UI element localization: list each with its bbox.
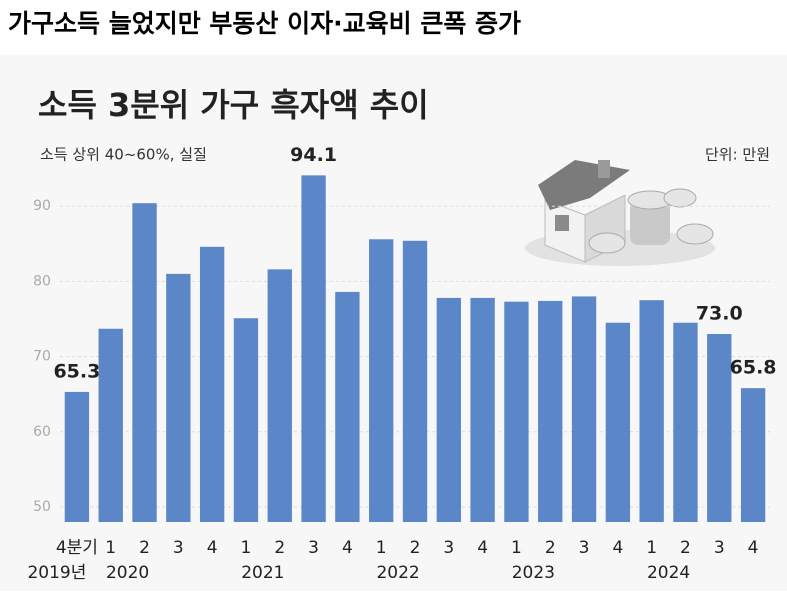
year-label: 2023 xyxy=(512,563,555,583)
x-tick-label: 2 xyxy=(545,538,556,558)
bar xyxy=(740,388,766,522)
bar xyxy=(132,203,157,522)
bar xyxy=(199,246,225,523)
x-tick-label: 2 xyxy=(680,538,691,558)
x-tick-label: 1 xyxy=(511,538,522,558)
value-label: 65.3 xyxy=(53,360,100,382)
x-tick-label: 3 xyxy=(579,538,590,558)
x-tick-label: 3 xyxy=(173,538,184,558)
x-tick-label: 3 xyxy=(714,538,725,558)
bar xyxy=(538,300,563,522)
value-label: 94.1 xyxy=(290,144,337,166)
bar xyxy=(571,296,597,522)
house-illustration xyxy=(525,160,715,266)
year-label: 2019년 xyxy=(27,563,86,583)
bar xyxy=(504,301,529,522)
x-tick-label: 3 xyxy=(443,538,454,558)
x-tick-label: 3 xyxy=(308,538,319,558)
year-label: 2024 xyxy=(647,563,690,583)
x-tick-label: 4분기 xyxy=(56,538,98,558)
subtitle: 소득 상위 40~60%, 실질 xyxy=(40,146,207,164)
year-label: 2020 xyxy=(106,563,149,583)
x-tick-label: 2 xyxy=(274,538,285,558)
bar xyxy=(673,322,698,522)
x-tick-label: 1 xyxy=(376,538,387,558)
year-label: 2021 xyxy=(241,563,284,583)
year-label: 2022 xyxy=(376,563,419,583)
x-tick-label: 1 xyxy=(646,538,657,558)
x-tick-label: 2 xyxy=(139,538,150,558)
unit: 단위: 만원 xyxy=(705,146,770,164)
bar xyxy=(335,291,360,522)
bar xyxy=(64,391,90,522)
x-tick-label: 4 xyxy=(612,538,623,558)
y-tick-label: 90 xyxy=(33,198,51,214)
value-label: 65.8 xyxy=(730,357,777,379)
x-tick-label: 4 xyxy=(748,538,759,558)
bar xyxy=(166,273,191,522)
x-tick-label: 4 xyxy=(207,538,218,558)
x-tick-label: 2 xyxy=(410,538,421,558)
y-tick-label: 60 xyxy=(33,424,51,440)
bar xyxy=(639,300,664,522)
x-tick-label: 4 xyxy=(477,538,488,558)
bar xyxy=(98,328,123,522)
bar xyxy=(369,239,394,522)
x-tick-label: 1 xyxy=(241,538,252,558)
bar xyxy=(436,297,461,522)
value-label: 73.0 xyxy=(696,303,743,325)
x-tick-label: 1 xyxy=(105,538,116,558)
bar xyxy=(470,297,495,522)
y-tick-label: 80 xyxy=(33,273,51,289)
headline: 가구소득 늘었지만 부동산 이자·교육비 큰폭 증가 xyxy=(8,9,521,38)
y-tick-label: 70 xyxy=(33,349,51,365)
chart-title: 소득 3분위 가구 흑자액 추이 xyxy=(38,86,429,124)
bar xyxy=(233,318,259,522)
x-tick-label: 4 xyxy=(342,538,353,558)
y-tick-label: 50 xyxy=(33,499,51,515)
bar xyxy=(267,269,292,522)
bar xyxy=(707,334,732,522)
bar xyxy=(301,175,326,522)
bar xyxy=(402,240,428,522)
bar xyxy=(605,322,631,522)
